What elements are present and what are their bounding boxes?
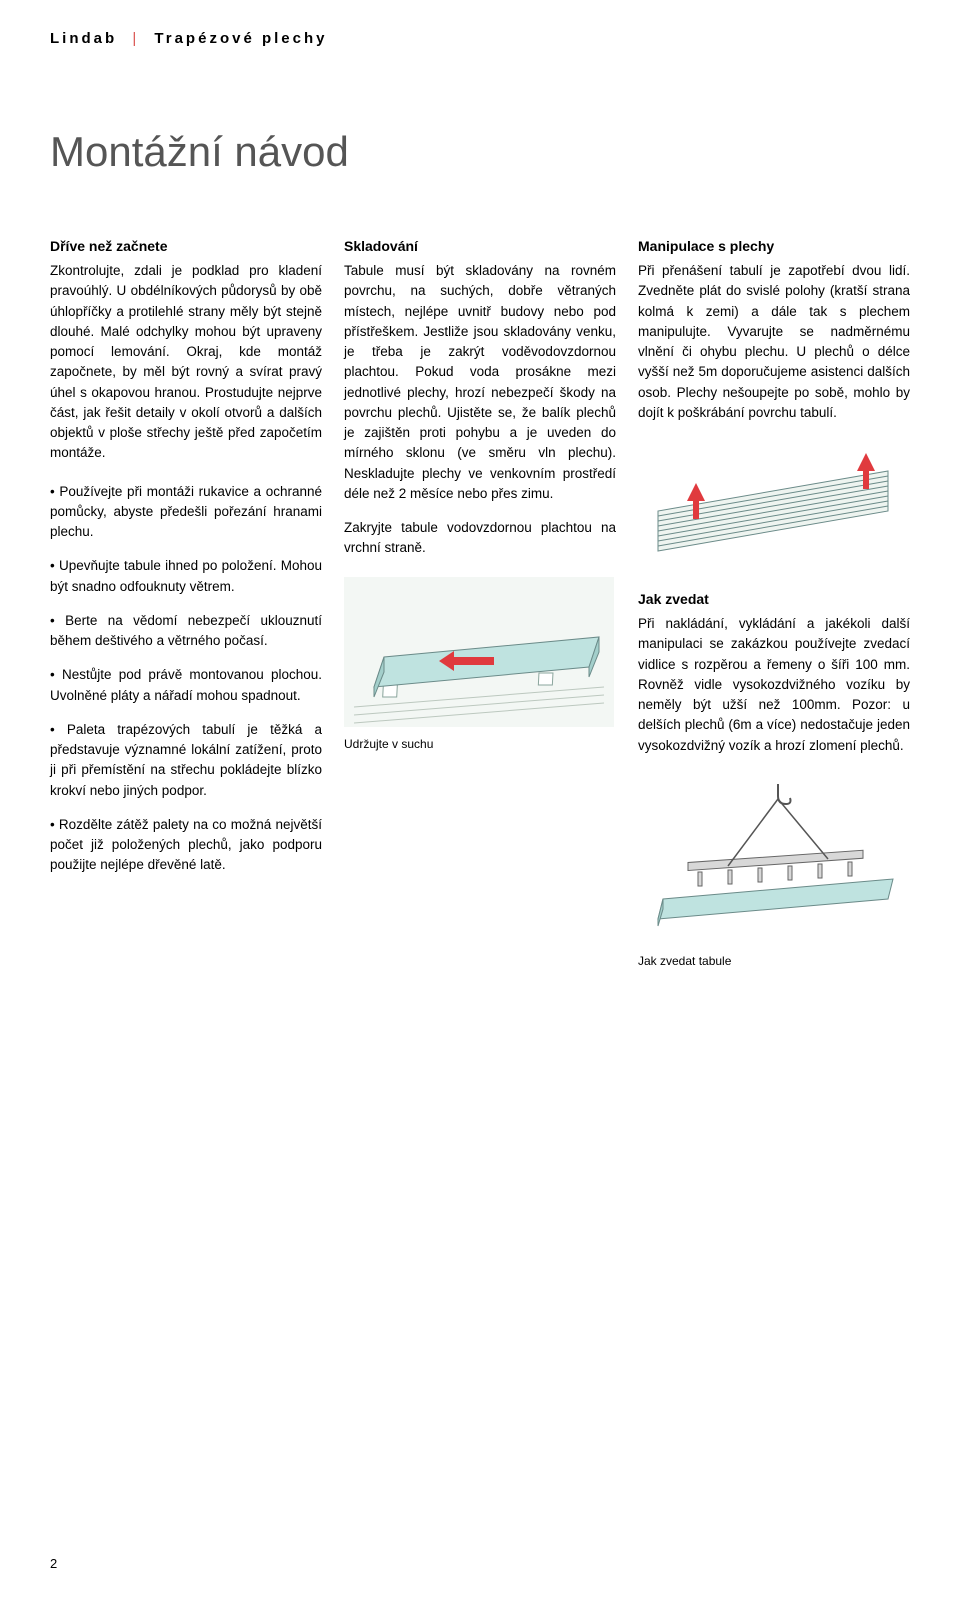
col1-bullet5: • Paleta trapézových tabulí je těžká a p… [50,720,322,801]
header-bar: Lindab | Trapézové plechy [50,30,910,48]
col3-para2: Při nakládání, vykládání a jakékoli dalš… [638,614,910,756]
figure-storage-caption: Udržujte v suchu [344,735,616,753]
col1-bullet2: • Upevňujte tabule ihned po položení. Mo… [50,556,322,597]
col1-bullet4: • Nestůjte pod právě montovanou plochou.… [50,665,322,706]
col1-para1: Zkontrolujte, zdali je podklad pro klade… [50,261,322,464]
figure-lifting-caption: Jak zvedat tabule [638,952,910,970]
figure-handling [638,441,910,571]
brand-left: Lindab [50,30,117,47]
brand-sep: | [132,30,139,47]
page-number: 2 [50,1556,57,1571]
column-1: Dříve než začnete Zkontrolujte, zdali je… [50,236,322,970]
col1-bullet1: • Používejte při montáži rukavice a ochr… [50,482,322,543]
content-columns: Dříve než začnete Zkontrolujte, zdali je… [50,236,910,970]
col2-heading: Skladování [344,236,616,257]
col2-para1: Tabule musí být skladovány na rovném pov… [344,261,616,504]
page-title: Montážní návod [50,128,910,176]
col1-heading: Dříve než začnete [50,236,322,257]
col2-para2: Zakryjte tabule vodovzdornou plachtou na… [344,518,616,559]
col1-bullet6: • Rozdělte zátěž palety na co možná nejv… [50,815,322,876]
brand: Lindab | Trapézové plechy [50,30,327,47]
col3-para1: Při přenášení tabulí je zapotřebí dvou l… [638,261,910,423]
col3-heading2: Jak zvedat [638,589,910,610]
col1-bullet3: • Berte na vědomí nebezpečí uklouznutí b… [50,611,322,652]
column-2: Skladování Tabule musí být skladovány na… [344,236,616,970]
figure-lifting [638,774,910,944]
brand-right: Trapézové plechy [154,30,327,47]
column-3: Manipulace s plechy Při přenášení tabulí… [638,236,910,970]
col3-heading1: Manipulace s plechy [638,236,910,257]
figure-storage [344,577,616,727]
